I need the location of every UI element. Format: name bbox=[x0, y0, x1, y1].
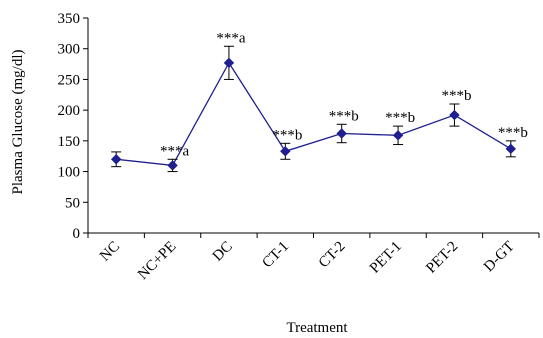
significance-label: ***b bbox=[441, 88, 471, 104]
data-point bbox=[392, 130, 404, 141]
x-tick-label: D-GT bbox=[481, 239, 518, 276]
data-point bbox=[110, 154, 122, 165]
y-tick-label: 350 bbox=[58, 11, 81, 27]
data-point bbox=[505, 143, 517, 155]
x-tick-label: CT-1 bbox=[259, 239, 292, 272]
x-axis-label: Treatment bbox=[286, 320, 348, 336]
y-tick-label: 250 bbox=[58, 72, 81, 88]
series-line: ***a ***a ***b ***b ***b ***b ***b bbox=[110, 30, 528, 173]
x-tick-label: PET-2 bbox=[423, 239, 461, 277]
data-point bbox=[336, 128, 347, 139]
data-point bbox=[167, 160, 178, 171]
x-tick-label: DC bbox=[210, 239, 236, 265]
y-axis-label: Plasma Glucose (mg/dl) bbox=[10, 50, 26, 195]
significance-label: ***b bbox=[272, 127, 302, 143]
y-tick-label: 0 bbox=[73, 226, 81, 242]
significance-label: ***a bbox=[216, 30, 246, 46]
x-axis: NC NC+PE DC CT-1 CT-2 PET-1 PET-2 D-GT bbox=[87, 232, 540, 283]
y-tick-label: 150 bbox=[58, 134, 81, 150]
data-point bbox=[280, 146, 291, 157]
data-point bbox=[223, 57, 235, 69]
y-tick-label: 300 bbox=[58, 42, 81, 58]
x-tick-label: CT-2 bbox=[316, 239, 349, 272]
x-tick-label: PET-1 bbox=[367, 239, 405, 277]
x-tick-label: NC+PE bbox=[135, 239, 179, 283]
y-tick-label: 200 bbox=[58, 103, 81, 119]
significance-label: ***b bbox=[498, 125, 528, 141]
y-axis: 0 50 100 150 200 250 300 350 bbox=[58, 11, 89, 242]
significance-label: ***b bbox=[385, 110, 415, 126]
y-tick-label: 100 bbox=[58, 165, 81, 181]
significance-label: ***a bbox=[160, 143, 190, 159]
data-point bbox=[449, 109, 460, 121]
series-line-path bbox=[116, 61, 512, 167]
significance-label: ***b bbox=[329, 108, 359, 124]
x-tick-label: NC bbox=[97, 239, 123, 265]
y-tick-label: 50 bbox=[65, 195, 80, 211]
